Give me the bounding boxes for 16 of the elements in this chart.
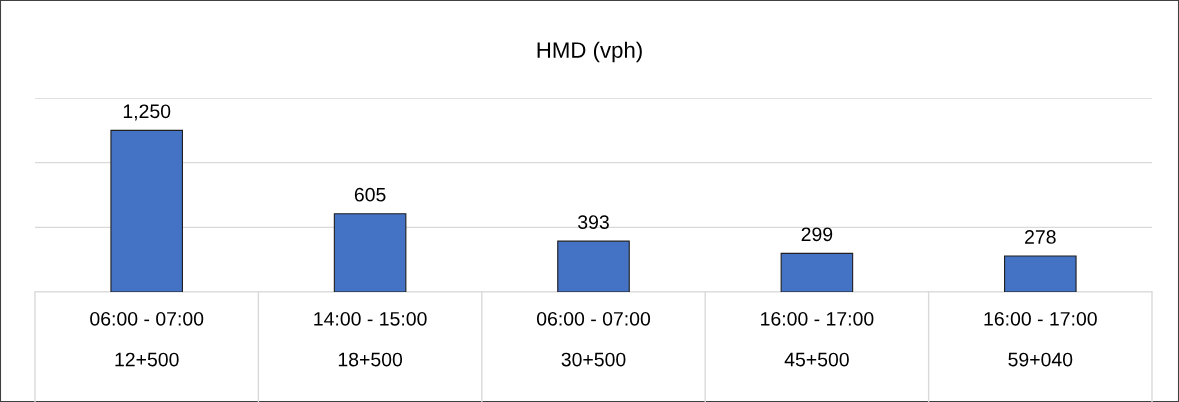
category-label: 06:00 - 07:00 12+500	[90, 311, 204, 367]
data-label: 1,250	[123, 104, 171, 121]
category-label: 16:00 - 17:00 59+040	[984, 311, 1097, 367]
data-label: 278	[1025, 230, 1056, 244]
bar	[557, 240, 630, 292]
bar	[1004, 255, 1077, 292]
bar	[110, 129, 183, 292]
category-label: 06:00 - 07:00 30+500	[536, 311, 651, 367]
data-label: 605	[354, 187, 386, 202]
bar	[780, 252, 854, 292]
category-label: 14:00 - 15:00 18+500	[314, 311, 427, 367]
bar	[333, 213, 407, 292]
data-label: 393	[578, 215, 609, 229]
category-label: 16:00 - 17:00 45+500	[761, 311, 874, 367]
data-label: 299	[801, 227, 833, 242]
chart-title: HMD (vph)	[537, 41, 642, 63]
